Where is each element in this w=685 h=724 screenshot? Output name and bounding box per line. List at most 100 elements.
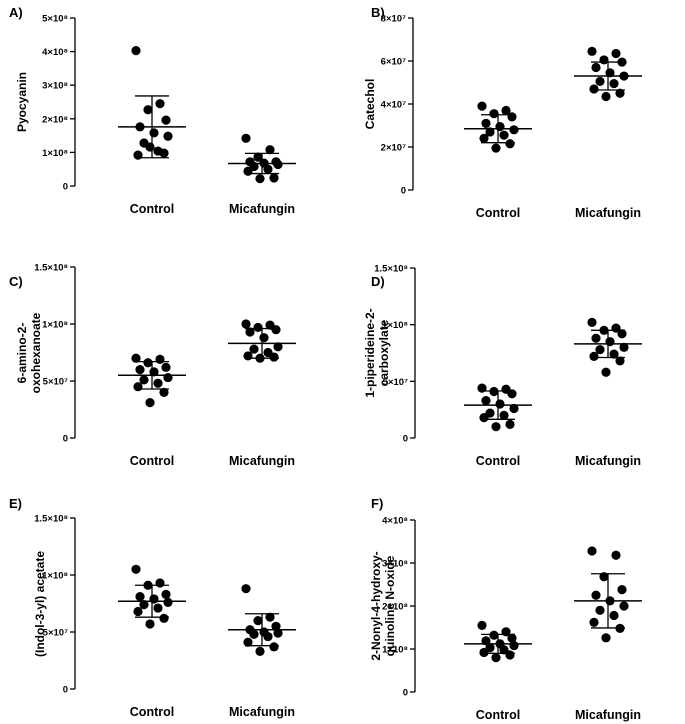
data-point [253,616,263,626]
data-point [263,631,273,642]
data-point [161,115,171,125]
data-point [609,349,619,359]
y-axis-label: 1-piperideine-2-carboxylate [363,308,391,397]
series-control [464,383,532,432]
data-point [155,578,165,588]
y-tick-label: 5×10⁸ [42,14,68,25]
data-point [489,630,499,640]
y-tick-label: 5×10⁷ [43,377,68,388]
data-point [479,133,489,143]
data-point [495,121,505,132]
data-point [617,585,627,595]
y-tick-label: 1.5×10⁸ [374,264,408,275]
data-point [135,365,145,375]
y-tick-label: 8×10⁷ [381,14,406,25]
y-tick-label: 1×10⁸ [42,320,68,331]
panel-letter: C) [9,274,23,289]
x-category-label: Micafungin [575,708,641,722]
data-point [509,125,519,135]
y-axis-label-line: carboxylate [377,319,391,386]
chart-panel-c: C) 0 5×10⁷ 1×10⁸ 1.5×10⁸ 6-amino-2-oxohexanoa… [9,263,296,468]
series-control [118,353,186,408]
data-point [587,46,597,56]
y-tick-label: 0 [63,685,68,696]
data-point [491,422,501,432]
x-category-label: Control [476,206,520,220]
data-point [477,101,487,111]
y-axis-label-line: oxohexanoate [29,312,43,393]
y-axis-label: 2-Nonyl-4-hydroxy-quinoline N-oxide [369,551,397,660]
data-point [159,148,169,158]
x-category-label: Micafungin [575,454,641,468]
data-point [269,173,279,183]
x-category-label: Control [130,454,174,468]
series-control [118,45,186,160]
data-point [605,337,615,347]
data-point [273,342,283,352]
data-point [609,610,619,621]
data-point [273,159,283,170]
panel-letter: A) [9,5,23,20]
chart-panel-b: B) 0 2×10⁷ 4×10⁷ 6×10⁷ 8×10⁷ Catechol Control Mi… [363,5,642,220]
data-point [587,546,597,556]
x-category-label: Micafungin [229,202,295,216]
x-category-label: Control [476,708,520,722]
data-point [619,342,629,352]
y-tick-label: 2×10⁷ [381,143,406,154]
data-point [611,48,621,59]
y-tick-label: 0 [403,688,408,699]
data-point [491,653,501,663]
data-point [145,142,155,152]
data-point [615,356,625,366]
data-point [241,584,251,594]
data-point [139,375,149,385]
y-tick-label: 0 [63,182,68,193]
series-micafungin [574,317,642,377]
y-axis-label-line: Catechol [363,79,377,130]
data-point [143,105,153,115]
chart-panel-d: D) 0 5×10⁷ 1×10⁸ 1.5×10⁸ 1-piperideine-2-carb… [363,264,642,468]
data-point [241,133,251,143]
data-point [243,637,253,647]
data-point [505,419,515,429]
data-point [595,76,605,87]
data-point [479,413,489,423]
y-tick-label: 2×10⁸ [42,114,68,125]
data-point [255,646,265,656]
y-tick-label: 4×10⁸ [382,516,408,527]
data-point [591,590,601,600]
data-point [153,603,163,613]
y-tick-label: 1×10⁸ [382,320,408,331]
data-point [609,78,619,89]
data-point [243,351,253,361]
x-category-label: Control [130,705,174,719]
data-point [599,55,609,65]
data-point [499,645,509,655]
y-tick-label: 5×10⁷ [383,377,408,388]
y-axis-label-line: 2-Nonyl-4-hydroxy- [369,551,383,660]
data-point [611,550,621,560]
data-point [591,333,601,343]
chart-panel-e: E) 0 5×10⁷ 1×10⁸ 1.5×10⁸ (Indol-3-yl) acetate… [9,496,296,719]
data-point [617,329,627,339]
y-tick-label: 3×10⁸ [382,559,408,570]
x-category-label: Control [476,454,520,468]
data-point [491,143,501,153]
data-point [249,629,259,639]
y-tick-label: 1×10⁸ [382,645,408,656]
y-tick-label: 0 [63,434,68,445]
y-axis-label: Catechol [363,79,377,130]
series-micafungin [574,546,642,643]
y-tick-label: 1.5×10⁸ [34,263,68,274]
data-point [501,105,511,116]
data-point [587,317,597,327]
data-point [133,606,143,617]
data-point [133,382,143,392]
chart-panel-a: A) 0 1×10⁸ 2×10⁸ 3×10⁸ 4×10⁸ 5×10⁸ Pyocyanin Con… [9,5,296,216]
chart-panel-f: F) 0 1×10⁸ 2×10⁸ 3×10⁸ 4×10⁸ 2-Nonyl-4-hydroxy… [369,496,642,722]
data-point [253,322,263,333]
y-tick-label: 1.5×10⁸ [34,514,68,525]
data-point [145,619,155,629]
data-point [265,612,275,622]
